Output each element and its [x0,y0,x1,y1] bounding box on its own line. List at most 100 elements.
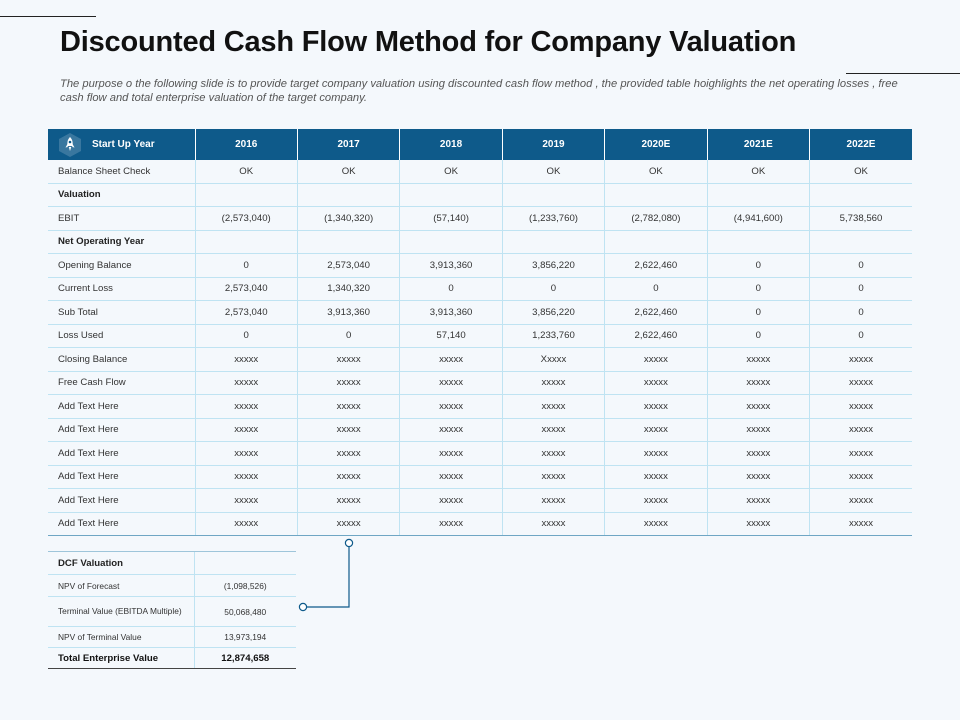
table-cell: 0 [604,277,708,301]
table-cell: xxxxx [399,441,503,466]
table-cell [707,230,811,254]
table-cell: OK [604,160,708,184]
dcf-row: NPV of Forecast (1,098,526) [48,574,296,597]
table-cell [809,183,912,207]
table-cell: xxxxx [809,394,912,419]
table-cell: xxxxx [502,465,606,489]
table-cell [809,230,912,254]
table-cell: (1,340,320) [297,206,401,231]
table-cell: 0 [195,324,298,348]
table-cell: xxxxx [297,371,401,395]
table-cell: xxxxx [707,371,811,395]
table-cell: 0 [707,253,811,278]
table-cell: xxxxx [502,371,606,395]
table-cell: xxxxx [809,488,912,513]
table-row: Add Text Here xxxxx xxxxx xxxxx xxxxx xxxxx xx… [48,465,912,489]
dcf-header-empty [193,551,296,575]
dcf-row-label: Terminal Value (EBITDA Multiple) [48,596,194,627]
table-cell: xxxxx [297,441,401,466]
table-cell: 2,573,040 [195,277,298,301]
row-label: Valuation [48,183,196,207]
table-cell: 3,913,360 [399,253,503,278]
table-cell: xxxxx [297,488,401,513]
table-row: Add Text Here xxxxx xxxxx xxxxx xxxxx xxxxx xx… [48,488,912,513]
table-row: Add Text Here xxxxx xxxxx xxxxx xxxxx xxxxx xx… [48,512,912,536]
table-cell: xxxxx [604,371,708,395]
table-row: Valuation [48,183,912,207]
row-label: Add Text Here [48,465,196,489]
year-header: 2021E [707,129,811,160]
table-cell: OK [707,160,811,184]
table-cell: xxxxx [195,465,298,489]
table-row: Opening Balance 0 2,573,040 3,913,360 3,856,… [48,253,912,278]
table-cell [604,230,708,254]
row-label: EBIT [48,206,196,231]
table-cell: (1,233,760) [502,206,606,231]
year-header: 2019 [502,129,606,160]
table-cell: xxxxx [195,512,298,536]
table-cell: 0 [809,324,912,348]
table-cell: xxxxx [502,488,606,513]
page-title: Discounted Cash Flow Method for Company … [60,26,797,58]
table-cell [297,183,401,207]
table-cell: xxxxx [502,512,606,536]
dcf-total-label: Total Enterprise Value [48,647,194,669]
table-row: Add Text Here xxxxx xxxxx xxxxx xxxxx xxxxx xx… [48,394,912,419]
table-cell: 0 [502,277,606,301]
table-cell: xxxxx [399,465,503,489]
table-cell: xxxxx [604,488,708,513]
dcf-row-label: NPV of Terminal Value [48,626,194,648]
table-cell [604,183,708,207]
connector-end-dot [344,538,354,548]
table-cell: xxxxx [809,347,912,372]
table-cell: 0 [297,324,401,348]
connector-end-dot [298,602,308,612]
table-cell: (57,140) [399,206,503,231]
table-cell: 0 [707,277,811,301]
table-cell: 3,856,220 [502,300,606,325]
table-cell: xxxxx [502,394,606,419]
table-cell: xxxxx [707,488,811,513]
row-label: Add Text Here [48,512,196,536]
year-header: 2022E [809,129,912,160]
row-label: Loss Used [48,324,196,348]
table-cell: xxxxx [707,394,811,419]
table-cell: xxxxx [809,441,912,466]
table-row: Closing Balance xxxxx xxxxx xxxxx Xxxxx xxxxx… [48,347,912,372]
table-row: Add Text Here xxxxx xxxxx xxxxx xxxxx xxxxx xx… [48,418,912,442]
table-cell: xxxxx [604,512,708,536]
table-cell: xxxxx [297,394,401,419]
table-row: Sub Total 2,573,040 3,913,360 3,913,360 3,85… [48,300,912,325]
table-cell: 1,233,760 [502,324,606,348]
dcf-row-value: 13,973,194 [193,626,296,648]
table-cell: 2,622,460 [604,324,708,348]
row-label: Free Cash Flow [48,371,196,395]
row-label: Add Text Here [48,418,196,442]
table-body: Balance Sheet Check OK OK OK OK OK OK OK Valuati… [48,160,912,536]
row-label: Net Operating Year [48,230,196,254]
table-cell: xxxxx [195,371,298,395]
table-cell: 0 [809,300,912,325]
dcf-header-label: DCF Valuation [48,551,194,575]
table-row: Free Cash Flow xxxxx xxxxx xxxxx xxxxx xxxxx x… [48,371,912,395]
table-header-row: Start Up Year 2016 2017 2018 2019 2020E … [48,129,912,160]
row-label: Current Loss [48,277,196,301]
header-label: Start Up Year [92,139,155,150]
table-cell: Xxxxx [502,347,606,372]
table-cell [297,230,401,254]
table-cell: xxxxx [399,512,503,536]
table-cell: xxxxx [604,394,708,419]
table-cell: xxxxx [604,418,708,442]
table-cell: xxxxx [707,347,811,372]
dcf-header-row: DCF Valuation [48,551,296,575]
table-cell: 0 [195,253,298,278]
table-cell: xxxxx [195,394,298,419]
row-label: Add Text Here [48,441,196,466]
decorative-line-right [846,73,960,74]
table-cell: xxxxx [195,418,298,442]
year-header: 2018 [399,129,503,160]
table-cell: 0 [707,300,811,325]
table-cell [502,183,606,207]
row-label: Sub Total [48,300,196,325]
page-subtitle: The purpose o the following slide is to … [60,78,898,104]
